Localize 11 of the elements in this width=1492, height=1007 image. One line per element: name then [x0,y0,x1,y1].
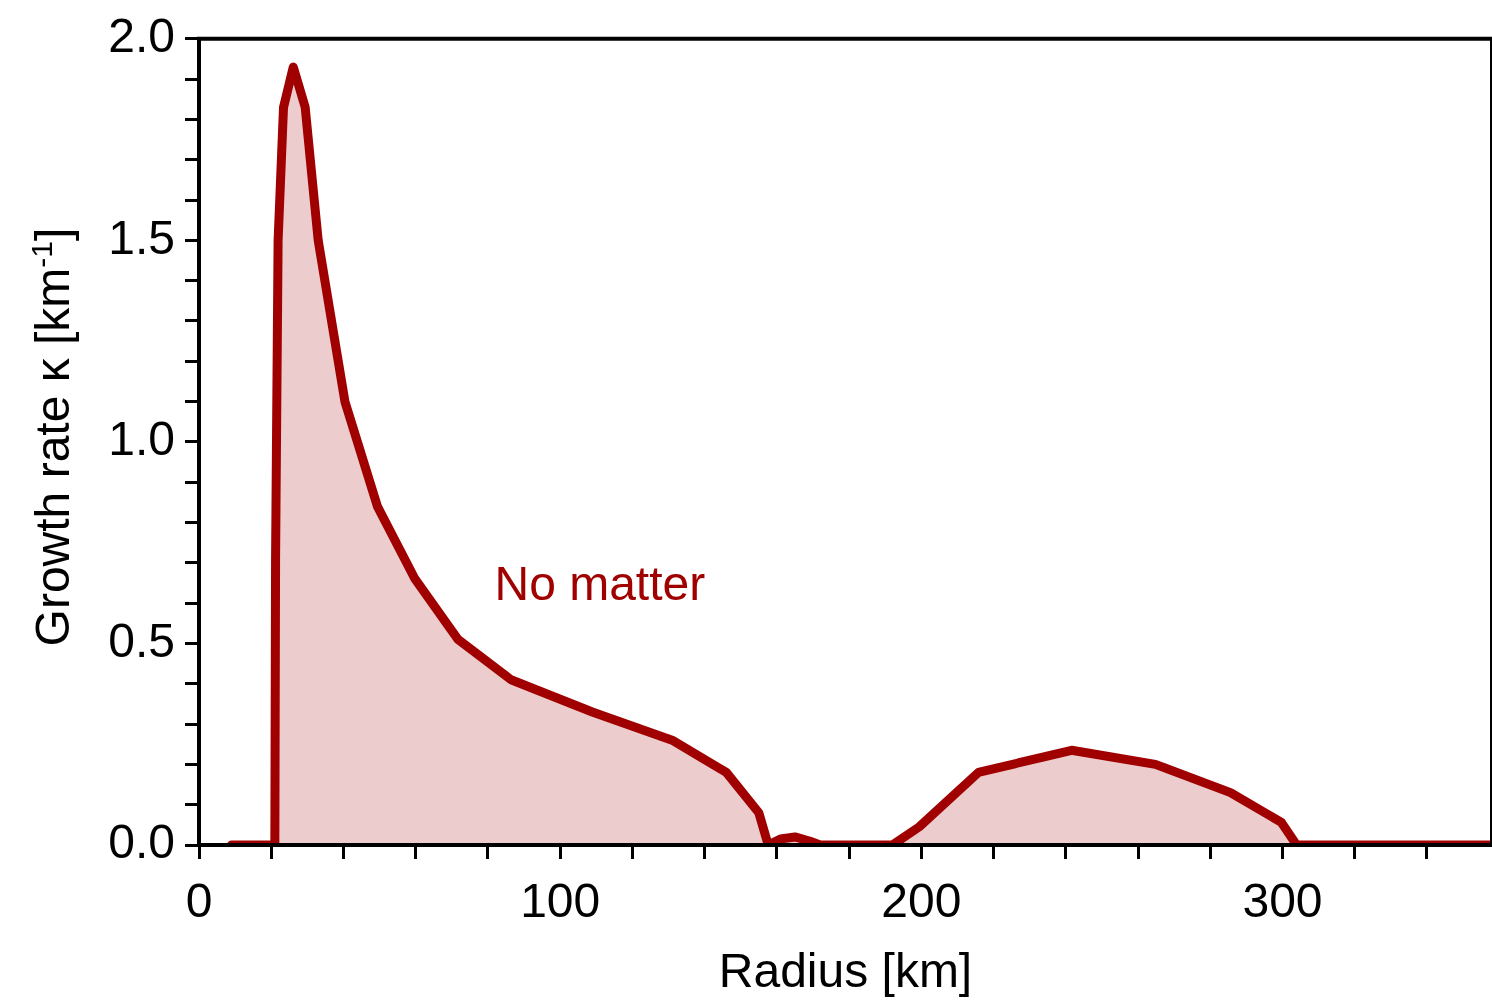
x-tick-label: 100 [520,874,601,928]
x-tick-label: 0 [185,874,213,928]
y-tick-label: 1.0 [108,412,175,466]
y-tick-label: 1.5 [108,210,175,264]
y-tick-label: 0.0 [108,815,175,869]
y-tick-label: 0.5 [108,613,175,667]
x-axis-title: Radius [km] [718,944,973,998]
x-tick-label: 200 [881,874,962,928]
y-tick-label: 2.0 [108,9,175,63]
x-tick-label: 300 [1242,874,1323,928]
annotation: No matter [494,557,706,611]
